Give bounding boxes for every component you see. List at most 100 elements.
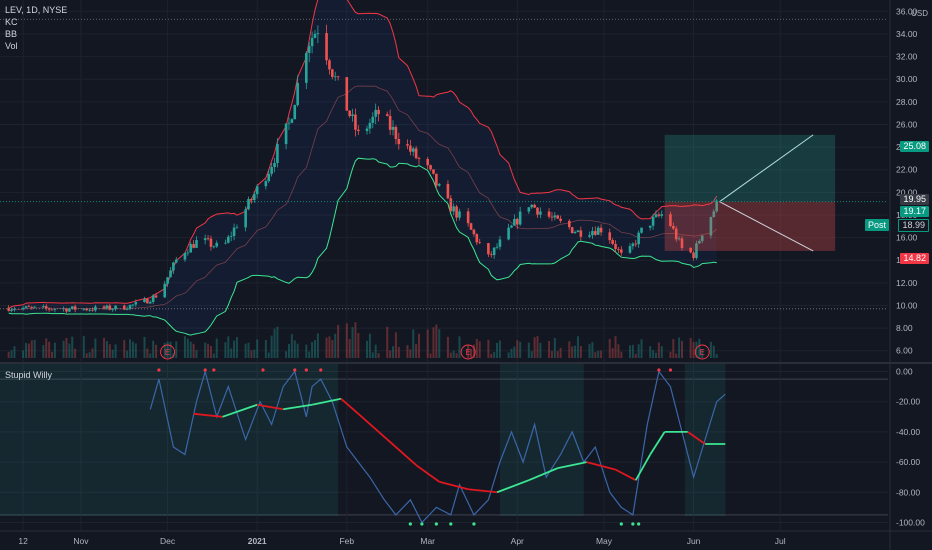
oversold-dot bbox=[619, 522, 623, 526]
volume-bar bbox=[519, 341, 522, 358]
candle-body bbox=[374, 109, 377, 117]
price-tick-label: 12.00 bbox=[896, 278, 918, 288]
candle-body bbox=[73, 306, 77, 310]
earnings-marker bbox=[694, 344, 710, 360]
candle-body bbox=[148, 301, 152, 304]
volume-bar bbox=[591, 342, 594, 358]
volume-bar bbox=[640, 339, 643, 358]
volume-bar bbox=[334, 333, 337, 358]
candle-body bbox=[657, 214, 661, 216]
earnings-marker bbox=[460, 344, 476, 360]
volume-bar bbox=[493, 351, 496, 358]
candle-body bbox=[354, 114, 357, 130]
candle-body bbox=[351, 114, 354, 117]
earnings-marker-label: E bbox=[465, 348, 470, 357]
upper-band-line bbox=[8, 0, 718, 309]
volume-bar bbox=[82, 336, 85, 358]
candle-body bbox=[637, 232, 640, 245]
volume-bar bbox=[478, 341, 481, 358]
candle-body bbox=[406, 144, 409, 146]
volume-bar bbox=[264, 339, 267, 358]
candle-body bbox=[437, 183, 441, 186]
candle-body bbox=[648, 225, 652, 228]
volume-bar bbox=[418, 333, 421, 358]
price-tick-label: 10.00 bbox=[896, 300, 918, 310]
volume-bar bbox=[51, 351, 54, 358]
candle-body bbox=[189, 244, 193, 253]
volume-bar bbox=[692, 341, 695, 358]
volume-bar bbox=[429, 353, 432, 358]
candle-body bbox=[307, 46, 311, 53]
candle-body bbox=[594, 231, 597, 235]
volume-bar bbox=[267, 352, 270, 358]
price-tick-label: 28.00 bbox=[896, 97, 918, 107]
volume-bar bbox=[377, 353, 380, 358]
candle-body bbox=[146, 298, 149, 304]
volume-bar bbox=[53, 342, 56, 358]
volume-bar bbox=[42, 345, 45, 358]
study-kc[interactable]: KC bbox=[5, 17, 18, 27]
candle-body bbox=[357, 129, 360, 131]
volume-bar bbox=[105, 340, 108, 358]
price-tick-label: 22.00 bbox=[896, 165, 918, 175]
overbought-dot bbox=[212, 368, 216, 372]
price-tick-label: 32.00 bbox=[896, 52, 918, 62]
volume-bar bbox=[48, 341, 51, 358]
candle-body bbox=[134, 302, 138, 305]
overbought-dot bbox=[293, 368, 297, 372]
candle-body bbox=[510, 225, 513, 228]
volume-bar bbox=[88, 352, 91, 358]
candle-body bbox=[446, 183, 450, 199]
target-zone bbox=[664, 134, 836, 202]
candle-body bbox=[276, 144, 279, 163]
candle-body bbox=[255, 186, 259, 195]
long-position-tool[interactable] bbox=[664, 134, 836, 252]
candle-body bbox=[166, 277, 169, 284]
indicator-name[interactable]: Stupid Willy bbox=[5, 370, 53, 380]
volume-bar bbox=[614, 336, 617, 358]
candle-body bbox=[695, 243, 698, 259]
price-tick-label: 8.00 bbox=[896, 323, 913, 333]
candle-body bbox=[674, 228, 678, 240]
candle-body bbox=[287, 122, 291, 124]
candle-body bbox=[128, 304, 132, 310]
candle-body bbox=[70, 306, 74, 309]
candle-body bbox=[498, 239, 502, 247]
volume-bar bbox=[189, 341, 192, 358]
candle-body bbox=[331, 69, 334, 77]
volume-bar bbox=[426, 329, 429, 358]
candle-body bbox=[169, 270, 172, 278]
study-bb[interactable]: BB bbox=[5, 29, 18, 39]
study-vol[interactable]: Vol bbox=[5, 41, 18, 51]
volume-bar bbox=[712, 345, 715, 358]
overbought-dot bbox=[261, 368, 265, 372]
volume-bar bbox=[273, 328, 276, 358]
candle-body bbox=[174, 259, 178, 263]
candle-body bbox=[677, 238, 681, 240]
candle-body bbox=[466, 211, 470, 224]
currency-label: USD bbox=[911, 9, 928, 18]
candle-body bbox=[452, 206, 456, 212]
volume-bar bbox=[516, 340, 519, 358]
candle-body bbox=[310, 37, 314, 47]
volume-bar bbox=[695, 341, 698, 358]
candle-body bbox=[33, 306, 36, 308]
volume-bar bbox=[354, 322, 357, 358]
earnings-marker-label: E bbox=[165, 348, 170, 357]
volume-bar bbox=[227, 336, 230, 358]
volume-bar bbox=[123, 340, 126, 358]
candle-body bbox=[527, 207, 531, 212]
candle-body bbox=[449, 198, 453, 212]
signal-line-segment bbox=[283, 403, 313, 411]
chart-legend[interactable]: LEV, 1D, NYSE KC BB Vol bbox=[5, 4, 67, 52]
candle-body bbox=[692, 252, 695, 259]
symbol-label[interactable]: LEV, 1D, NYSE bbox=[5, 5, 68, 15]
candle-body bbox=[114, 305, 117, 310]
volume-bar bbox=[149, 353, 152, 358]
volume-bar bbox=[652, 350, 655, 358]
indicator-legend[interactable]: Stupid Willy bbox=[5, 369, 52, 381]
volume-bar bbox=[85, 353, 88, 358]
candle-body bbox=[325, 33, 328, 61]
